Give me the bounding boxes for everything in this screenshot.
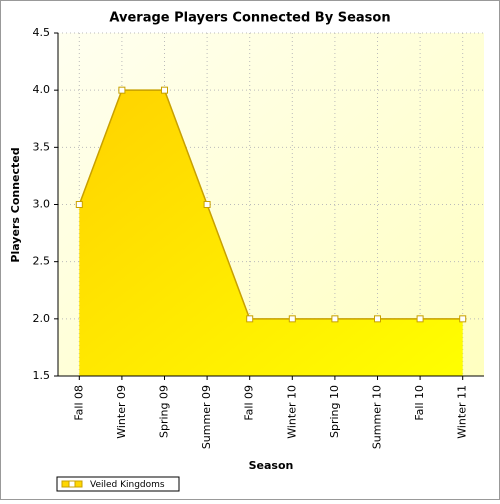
x-tick-label: Winter 10 [285, 385, 298, 439]
y-axis-title: Players Connected [9, 147, 22, 262]
data-point [203, 201, 211, 208]
legend: Veiled Kingdoms [56, 476, 180, 492]
legend-marker [68, 480, 76, 488]
y-tick-label: 3.5 [33, 140, 51, 153]
y-tick-label: 1.5 [33, 369, 51, 382]
x-tick-label: Winter 11 [456, 385, 469, 439]
legend-label: Veiled Kingdoms [90, 480, 165, 490]
chart-title: Average Players Connected By Season [109, 11, 390, 26]
area-line [78, 89, 463, 320]
data-point [246, 315, 254, 323]
y-tick-label: 2.5 [33, 255, 51, 268]
data-point [374, 315, 381, 323]
y-tick-label: 4.5 [33, 26, 51, 39]
legend-box [56, 476, 180, 492]
x-axis-title: Season [249, 459, 294, 472]
data-point [75, 201, 83, 208]
area [79, 90, 463, 377]
x-tick-label: Spring 09 [158, 385, 171, 438]
data-point [161, 86, 168, 94]
y-tick-label: 2.0 [33, 312, 51, 325]
x-tick-label: Summer 10 [371, 385, 384, 449]
x-tick-label: Fall 10 [413, 385, 426, 421]
data-point [331, 315, 339, 323]
plot [58, 32, 484, 377]
x-tick-label: Spring 10 [328, 385, 341, 438]
data-point [459, 315, 467, 323]
data-point [416, 315, 424, 323]
data-point [288, 315, 296, 323]
y-tick-label: 3.0 [33, 198, 51, 211]
y-tick-label: 4.0 [33, 83, 51, 96]
x-tick-label: Fall 08 [72, 385, 85, 421]
x-tick-label: Winter 09 [115, 385, 128, 439]
x-tick-label: Summer 09 [200, 385, 213, 449]
data-point [118, 86, 126, 94]
x-tick-label: Fall 09 [243, 385, 256, 421]
